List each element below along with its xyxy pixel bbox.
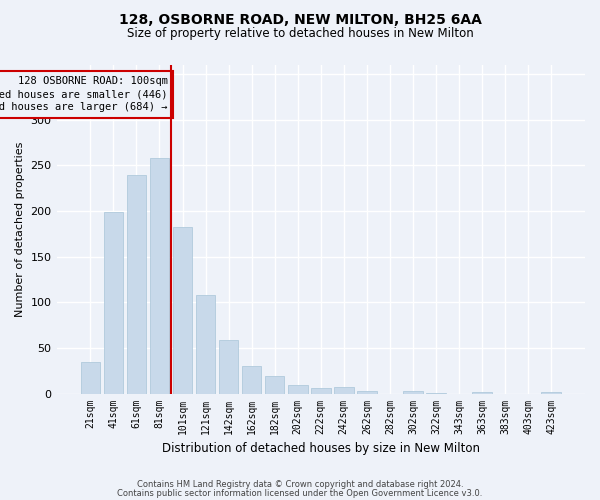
Bar (472, 392, 492, 394)
Y-axis label: Number of detached properties: Number of detached properties (15, 142, 25, 317)
Bar (242, 366, 262, 394)
Bar (334, 387, 353, 394)
Bar (80, 362, 100, 394)
Text: 128 OSBORNE ROAD: 100sqm
← 39% of detached houses are smaller (446)
60% of semi-: 128 OSBORNE ROAD: 100sqm ← 39% of detach… (0, 76, 167, 112)
Bar (196, 295, 215, 394)
Bar (127, 174, 146, 394)
Text: Contains HM Land Registry data © Crown copyright and database right 2024.: Contains HM Land Registry data © Crown c… (137, 480, 463, 489)
Bar (149, 158, 169, 394)
Text: Contains public sector information licensed under the Open Government Licence v3: Contains public sector information licen… (118, 488, 482, 498)
Bar (265, 376, 284, 394)
Bar (104, 212, 123, 394)
Bar (541, 392, 561, 394)
Bar (311, 388, 331, 394)
X-axis label: Distribution of detached houses by size in New Milton: Distribution of detached houses by size … (162, 442, 480, 455)
Text: 128, OSBORNE ROAD, NEW MILTON, BH25 6AA: 128, OSBORNE ROAD, NEW MILTON, BH25 6AA (119, 12, 481, 26)
Bar (357, 391, 377, 394)
Bar (173, 226, 193, 394)
Bar (288, 386, 308, 394)
Bar (426, 392, 446, 394)
Bar (219, 340, 238, 394)
Text: Size of property relative to detached houses in New Milton: Size of property relative to detached ho… (127, 28, 473, 40)
Bar (403, 391, 423, 394)
